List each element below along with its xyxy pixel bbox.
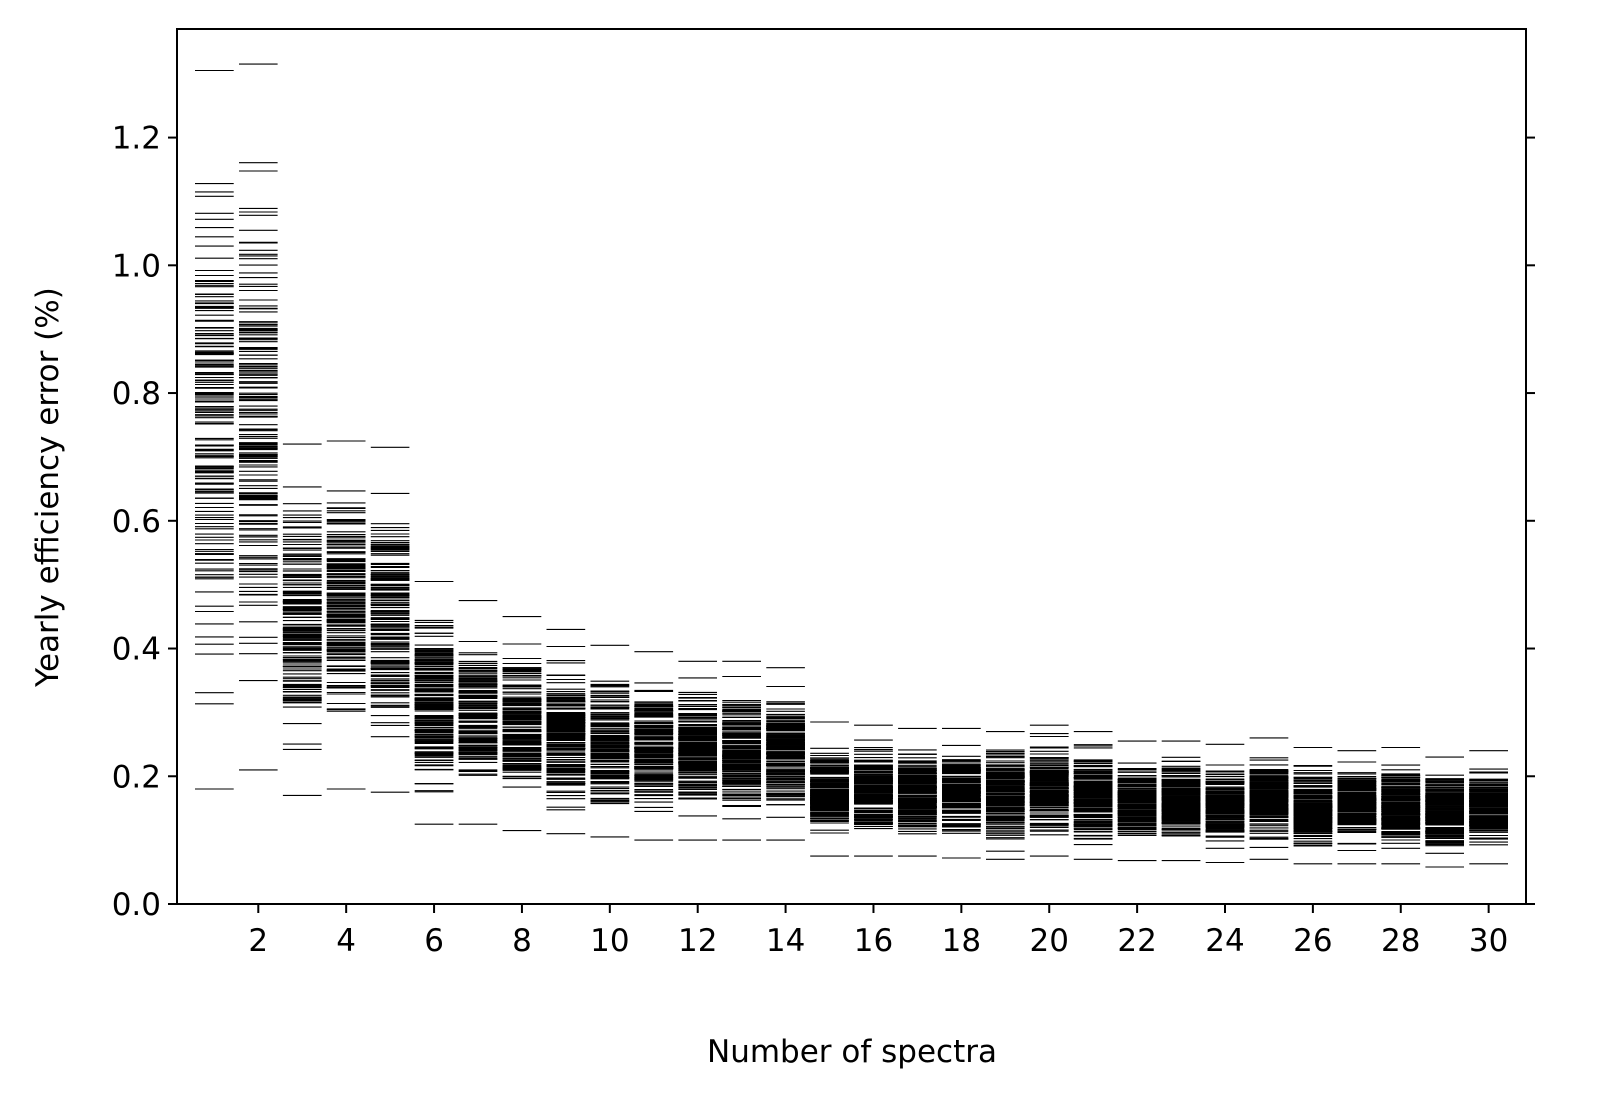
dash-marks-layer — [195, 64, 1508, 867]
